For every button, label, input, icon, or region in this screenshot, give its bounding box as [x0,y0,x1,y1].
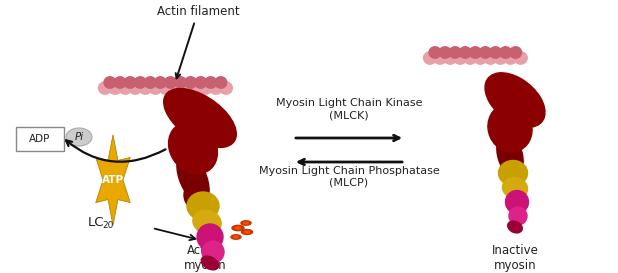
Ellipse shape [504,52,517,64]
Ellipse shape [480,47,491,58]
Ellipse shape [205,77,217,88]
Ellipse shape [139,82,152,94]
Ellipse shape [164,77,176,88]
Ellipse shape [129,82,142,94]
Ellipse shape [506,191,528,213]
Ellipse shape [184,181,208,209]
Ellipse shape [159,82,172,94]
Ellipse shape [514,52,527,64]
Ellipse shape [497,133,523,177]
Text: ATP: ATP [102,175,124,185]
Circle shape [232,225,244,231]
Ellipse shape [119,82,132,94]
Ellipse shape [454,52,467,64]
Ellipse shape [177,152,209,204]
Ellipse shape [499,161,528,185]
Ellipse shape [169,82,182,94]
Text: Myosin Light Chain Kinase
(MLCK): Myosin Light Chain Kinase (MLCK) [276,98,422,120]
Ellipse shape [449,47,461,58]
Ellipse shape [215,77,227,88]
Text: 20: 20 [102,221,113,230]
Text: Active
myosin: Active myosin [184,244,226,272]
Circle shape [235,227,240,229]
Ellipse shape [154,77,166,88]
Ellipse shape [423,52,436,64]
FancyBboxPatch shape [16,127,64,151]
Ellipse shape [489,47,501,58]
Circle shape [241,221,251,225]
Ellipse shape [484,52,497,64]
Ellipse shape [189,82,202,94]
Ellipse shape [187,192,219,220]
Circle shape [243,222,248,224]
Ellipse shape [459,47,471,58]
Ellipse shape [149,82,162,94]
Ellipse shape [485,73,545,127]
FancyArrowPatch shape [66,140,166,162]
Circle shape [242,230,253,235]
Ellipse shape [199,82,212,94]
Ellipse shape [444,52,457,64]
Text: LC: LC [88,215,104,229]
Circle shape [245,231,250,233]
Ellipse shape [474,52,487,64]
Ellipse shape [210,82,222,94]
Ellipse shape [429,47,441,58]
Ellipse shape [185,77,197,88]
Ellipse shape [169,122,218,174]
Circle shape [234,236,239,238]
Text: ADP: ADP [29,134,51,144]
Ellipse shape [509,207,527,225]
Ellipse shape [499,47,512,58]
Ellipse shape [124,77,136,88]
Ellipse shape [201,256,219,270]
Ellipse shape [469,47,481,58]
Ellipse shape [219,82,232,94]
Ellipse shape [134,77,146,88]
Circle shape [231,235,241,239]
Ellipse shape [510,47,522,58]
Ellipse shape [98,82,111,94]
Ellipse shape [164,88,236,147]
Ellipse shape [114,77,126,88]
Ellipse shape [502,177,528,198]
Ellipse shape [195,77,206,88]
Text: Actin filament: Actin filament [157,5,239,78]
Text: Pi: Pi [74,132,83,142]
Ellipse shape [193,210,221,234]
Ellipse shape [494,52,507,64]
Text: Myosin Light Chain Phosphatase
(MLCP): Myosin Light Chain Phosphatase (MLCP) [258,166,439,188]
Ellipse shape [179,82,192,94]
Ellipse shape [104,77,116,88]
Polygon shape [96,135,130,225]
Ellipse shape [488,104,532,152]
Ellipse shape [202,241,224,263]
Ellipse shape [145,77,156,88]
Ellipse shape [174,77,187,88]
Ellipse shape [439,47,451,58]
Ellipse shape [66,128,92,146]
Ellipse shape [508,221,522,233]
Ellipse shape [464,52,477,64]
Ellipse shape [109,82,122,94]
Text: Inactive
myosin: Inactive myosin [491,244,538,272]
Ellipse shape [434,52,447,64]
Ellipse shape [197,224,223,250]
